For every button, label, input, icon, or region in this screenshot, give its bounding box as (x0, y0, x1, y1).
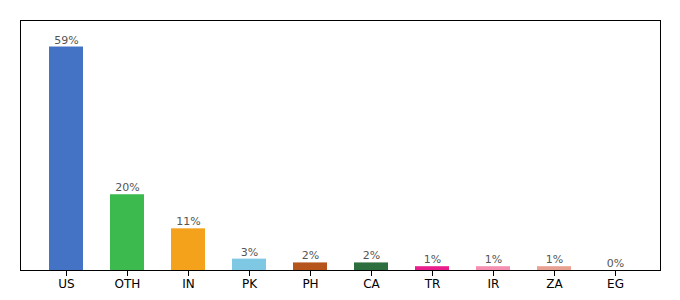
svg-text:3%: 3% (241, 246, 258, 259)
svg-text:OTH: OTH (115, 277, 141, 291)
svg-text:59%: 59% (54, 34, 78, 47)
svg-text:US: US (58, 277, 74, 291)
svg-text:PH: PH (302, 277, 318, 291)
svg-text:TR: TR (424, 277, 441, 291)
svg-text:1%: 1% (485, 253, 502, 266)
svg-text:1%: 1% (546, 253, 563, 266)
svg-text:11%: 11% (176, 215, 200, 228)
svg-text:2%: 2% (302, 249, 319, 262)
svg-text:2%: 2% (363, 249, 380, 262)
svg-text:IR: IR (488, 277, 500, 291)
svg-text:1%: 1% (424, 253, 441, 266)
svg-text:20%: 20% (115, 181, 139, 194)
svg-text:IN: IN (182, 277, 195, 291)
svg-text:ZA: ZA (546, 277, 563, 291)
svg-text:CA: CA (363, 277, 380, 291)
svg-text:EG: EG (607, 277, 624, 291)
svg-text:PK: PK (242, 277, 258, 291)
svg-text:0%: 0% (607, 257, 624, 270)
